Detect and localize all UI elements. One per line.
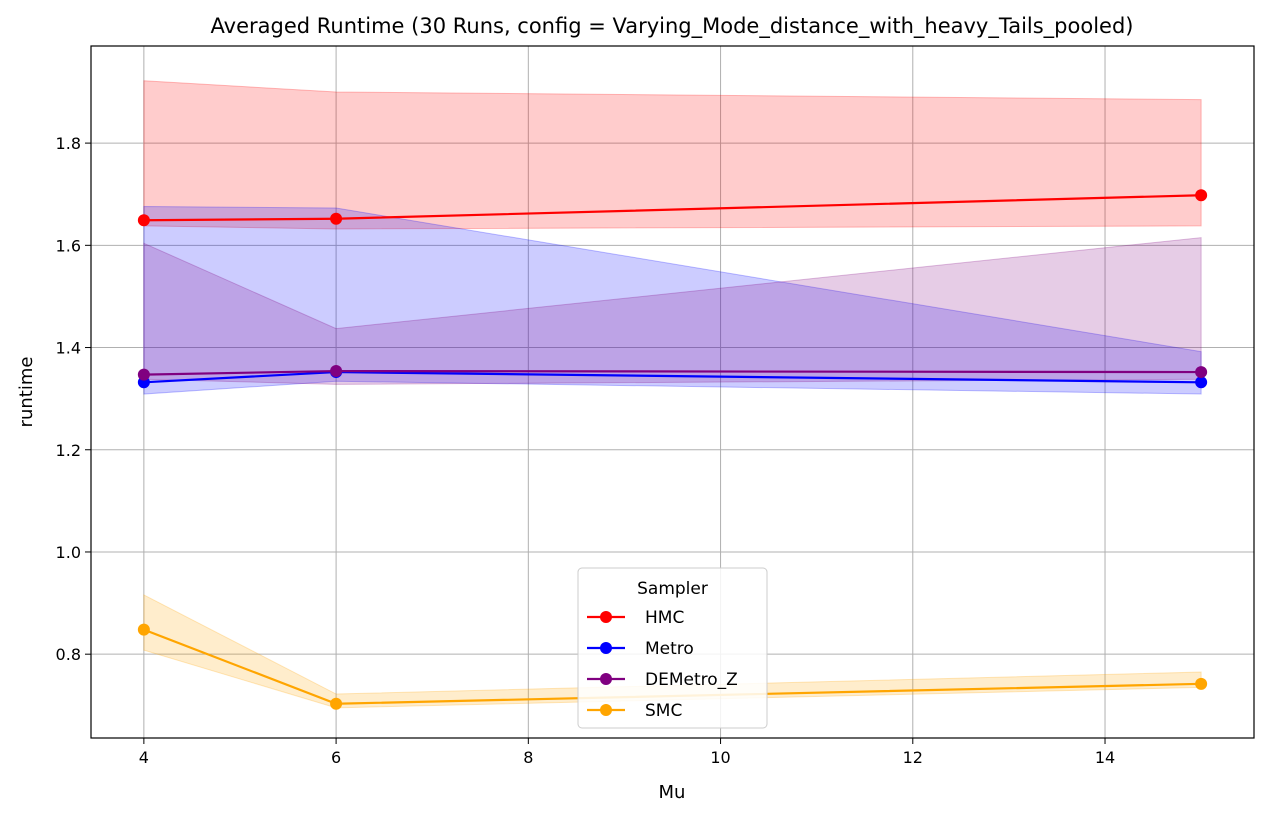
x-tick-label: 10	[710, 748, 730, 767]
y-tick-label: 0.8	[56, 645, 81, 664]
legend-marker	[600, 642, 612, 654]
legend-label: HMC	[645, 608, 684, 628]
x-tick-label: 4	[139, 748, 149, 767]
point-hmc	[1195, 189, 1208, 202]
legend-label: Metro	[645, 639, 694, 659]
legend: Sampler HMC Metro DEMetro_Z SMC	[577, 567, 768, 729]
axis-ticks: 4 6 8 10 12 14 0.8 1.0 1.2 1.4 1.6 1.8	[56, 134, 1116, 767]
point-metro	[1195, 376, 1208, 389]
point-demetro_z	[137, 368, 150, 381]
y-tick-label: 1.8	[56, 134, 81, 153]
band-metro	[143, 205, 1202, 395]
plot-frame	[90, 45, 1255, 739]
point-hmc	[330, 212, 343, 225]
point-smc	[330, 697, 343, 710]
x-tick-label: 6	[331, 748, 341, 767]
legend-marker	[600, 673, 612, 685]
chart-title: Averaged Runtime (30 Runs, config = Vary…	[211, 14, 1134, 39]
point-demetro_z	[330, 365, 343, 378]
y-axis-label: runtime	[16, 357, 37, 428]
legend-title: Sampler	[637, 579, 708, 599]
legend-marker	[600, 704, 612, 716]
point-demetro_z	[1195, 366, 1208, 379]
band-hmc	[143, 80, 1202, 230]
y-tick-label: 1.0	[56, 543, 81, 562]
y-tick-label: 1.6	[56, 236, 81, 255]
y-tick-label: 1.2	[56, 441, 81, 460]
x-tick-label: 8	[523, 748, 533, 767]
legend-label: SMC	[645, 701, 682, 721]
grid	[91, 46, 1254, 738]
confidence-bands	[143, 80, 1202, 709]
legend-marker	[600, 611, 612, 623]
legend-box	[577, 567, 768, 729]
point-smc	[1195, 677, 1208, 690]
series-lines	[137, 189, 1208, 710]
x-tick-label: 12	[903, 748, 923, 767]
point-hmc	[137, 214, 150, 227]
y-tick-label: 1.4	[56, 339, 81, 358]
legend-label: DEMetro_Z	[645, 670, 738, 690]
point-smc	[137, 623, 150, 636]
x-tick-label: 14	[1095, 748, 1115, 767]
x-axis-label: Mu	[659, 782, 686, 803]
